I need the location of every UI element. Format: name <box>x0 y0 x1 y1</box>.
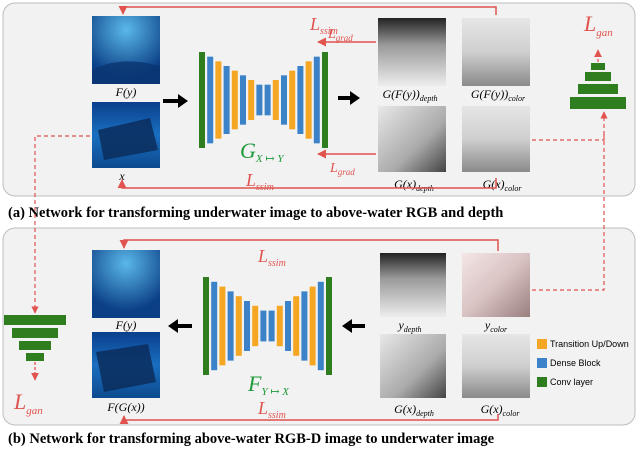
panel-a-network-layer-bar <box>281 75 287 125</box>
panel-a-network-layer-bar <box>215 61 222 139</box>
panel-b-in-top-color-image <box>462 253 530 317</box>
panel-a-out-top-color-image <box>462 18 530 86</box>
panel-a-out-bot-depth-image <box>378 106 446 172</box>
panel-a-network-layer-bar <box>322 52 328 148</box>
panel-b-ssim-top-label: Lssim <box>257 246 286 269</box>
panel-a-input-bottom-image <box>92 102 160 168</box>
panel-b-network-layer-bar <box>268 310 275 342</box>
panel-a-grad-top-label: Lgrad <box>327 27 353 43</box>
panel-b-out-bottom-image <box>92 332 160 398</box>
panel-a-network-layer-bar <box>231 70 238 130</box>
panel-b-discriminator <box>4 315 66 361</box>
panel-b-network-layer-bar <box>309 286 316 366</box>
panel-b-ssim-bot-label: Lssim <box>257 398 286 421</box>
legend: Transition Up/Down Dense Block Conv layer <box>537 339 629 387</box>
panel-b-network-layer-bar <box>276 305 283 347</box>
panel-a-network-layer-bar <box>264 84 271 116</box>
panel-a-gan-feed-line <box>532 111 608 141</box>
panel-a-network-layer-bar <box>272 80 279 120</box>
panel-a-network-layer-bar <box>313 56 320 144</box>
panel-a-caption: (a) Network for transforming underwater … <box>8 205 503 221</box>
panel-a-network-layer-bar <box>256 84 263 116</box>
panel-a-input-top-image <box>92 16 160 84</box>
panel-b-in-bot-depth-image <box>380 334 446 398</box>
panel-a-arrow-out <box>338 91 360 105</box>
panel-b-network-layer-bar <box>293 296 300 356</box>
panel-b-network-layer-bar <box>301 291 308 361</box>
legend-label: Conv layer <box>550 377 593 387</box>
panel-a-network-layer-bar <box>248 80 255 120</box>
panel-b-gan-label: Lgan <box>13 389 43 417</box>
panel-b-network-layer-bar <box>285 301 291 351</box>
panel-a-arrow-in <box>163 94 188 108</box>
panel-a-network-layer-bar <box>223 66 230 134</box>
panel-a-ssim-top-label: Lssim <box>309 14 338 37</box>
panel-b-out-bottom-label: F(G(x)) <box>106 400 144 414</box>
panel-a-network-layer-bar <box>297 66 304 134</box>
panel-b-out-top-label: F(y) <box>115 318 137 332</box>
panel-a-out-bot-color-image <box>462 106 530 172</box>
panel-b-network-layer-bar <box>260 310 267 342</box>
panel-b-network-layer-bar <box>244 301 250 351</box>
panel-b-ssim-top-line <box>119 239 499 251</box>
panel-a-ssim-bot-label: Lssim <box>245 170 274 193</box>
panel-b-network-f <box>203 277 332 375</box>
panel-b-network-layer-bar <box>203 277 209 375</box>
panel-a-ssim-top-line <box>118 5 497 15</box>
panel-b-network-layer-bar <box>235 296 242 356</box>
panel-a-grad-bot-label: Lgrad <box>329 161 355 177</box>
panel-b-network-layer-bar <box>317 281 324 371</box>
panel-b-arrow-out <box>168 319 192 333</box>
panel-b-out-top-image <box>92 250 160 318</box>
panel-a-out-top-depth-label: G(F(y))depth <box>382 87 437 103</box>
legend-label: Dense Block <box>550 358 601 368</box>
panel-a-network-label: GX ↦ Y <box>240 138 285 165</box>
panel-b-caption: (b) Network for transforming above-water… <box>8 431 495 447</box>
panel-b-network-layer-bar <box>211 281 218 371</box>
panel-a-network-layer-bar <box>199 52 205 148</box>
panel-a-out-top-color-label: G(F(y))color <box>471 87 526 103</box>
legend-label: Transition Up/Down <box>550 339 629 349</box>
panel-b-network-layer-bar <box>252 305 259 347</box>
panel-b-in-bot-color-image <box>462 334 530 398</box>
panel-b-in-bot-color-label: G(x)color <box>481 402 521 418</box>
panel-a-network-layer-bar <box>289 70 296 130</box>
panel-b-in-top-depth-label: ydepth <box>397 318 421 334</box>
panel-b-network-label: FY ↦ X <box>247 371 290 398</box>
panel-a-network-layer-bar <box>240 75 246 125</box>
panel-b-network-layer-bar <box>227 291 234 361</box>
legend-swatch <box>537 339 547 349</box>
panel-a-discriminator <box>570 63 626 109</box>
panel-a-network-g <box>199 52 328 148</box>
panel-a-input-top-label: F(y) <box>115 85 137 99</box>
panel-b-network-layer-bar <box>219 286 226 366</box>
panel-b-network-layer-bar <box>326 277 332 375</box>
panel-a-gan-label: Lgan <box>583 11 613 39</box>
panel-b-ssim-bot-line <box>119 414 499 425</box>
legend-swatch <box>537 377 547 387</box>
panel-b-in-top-depth-image <box>380 253 446 317</box>
panel-b-in-bot-depth-label: G(x)depth <box>394 402 434 418</box>
panel-b-in-top-color-label: ycolor <box>484 318 508 334</box>
panel-a-out-top-depth-image <box>378 18 446 86</box>
legend-swatch <box>537 358 547 368</box>
panel-a-ssim-bot-line <box>117 178 497 189</box>
panel-a-input-bottom-label: x <box>118 169 125 183</box>
panel-a-network-layer-bar <box>207 56 214 144</box>
panel-a-network-layer-bar <box>305 61 312 139</box>
panel-b-arrow-in <box>342 319 365 333</box>
panel-b-to-a-gan-feed-line <box>532 134 605 291</box>
